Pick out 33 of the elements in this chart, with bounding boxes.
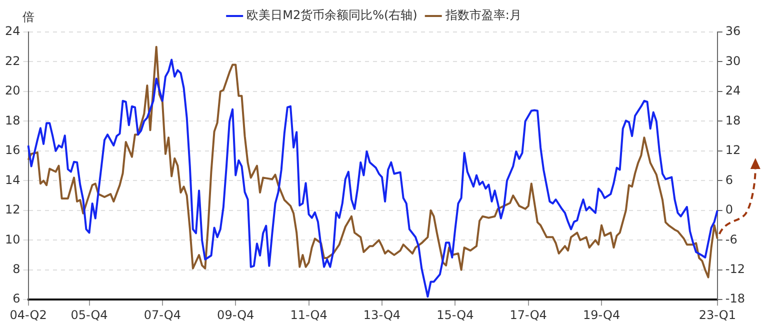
y2-tick-label: 24 — [725, 84, 741, 98]
y-tick-label: 24 — [4, 24, 20, 38]
y-tick-label: 18 — [4, 113, 20, 128]
x-tick-label: 04-Q2 — [10, 308, 47, 322]
y2-tick-label: 12 — [725, 143, 741, 158]
x-tick-label: 15-Q4 — [436, 308, 474, 322]
x-tick-label: 11-Q4 — [290, 308, 328, 322]
x-tick-label: 07-Q4 — [144, 308, 181, 322]
y2-tick-label: 0 — [725, 202, 734, 217]
y-axis-title: 倍 — [22, 10, 34, 24]
y-tick-label: 16 — [4, 143, 20, 158]
x-tick-label: 09-Q4 — [217, 308, 254, 322]
y-tick-label: 8 — [12, 262, 20, 276]
legend-label: 指数市盈率:月 — [444, 8, 522, 22]
y2-tick-label: 30 — [725, 54, 741, 68]
y-tick-label: 20 — [4, 84, 20, 98]
y-tick-label: 14 — [4, 172, 20, 187]
x-tick-label: 17-Q4 — [510, 308, 547, 322]
y-tick-label: 6 — [12, 292, 20, 306]
y-tick-label: 22 — [4, 54, 20, 68]
y2-tick-label: -12 — [725, 262, 746, 276]
y2-tick-label: -6 — [725, 232, 738, 246]
legend-label: 欧美日M2货币余额同比%(右轴) — [246, 8, 418, 22]
y-tick-label: 12 — [4, 202, 20, 217]
y2-tick-label: -18 — [725, 292, 746, 306]
x-tick-label: 23-Q1 — [698, 308, 736, 322]
y2-tick-label: 36 — [725, 24, 741, 38]
x-tick-label: 13-Q4 — [363, 308, 401, 322]
y2-tick-label: 18 — [725, 113, 741, 128]
y2-tick-label: 6 — [725, 172, 734, 187]
x-tick-label: 05-Q4 — [70, 308, 108, 322]
y-tick-label: 10 — [4, 232, 20, 246]
x-tick-label: 19-Q4 — [582, 308, 620, 322]
